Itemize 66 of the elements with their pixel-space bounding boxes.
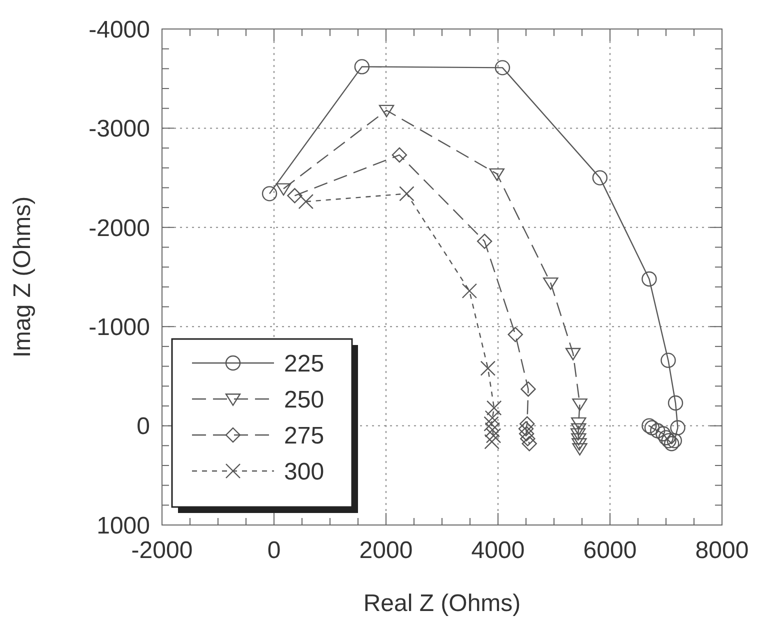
point [666, 433, 682, 448]
point [262, 186, 278, 202]
point [660, 352, 676, 368]
point [572, 443, 588, 456]
point [570, 428, 586, 441]
x-tick-label: 0 [267, 537, 281, 564]
x-tick-label: 8000 [695, 537, 749, 564]
point [489, 168, 504, 181]
legend-label: 275 [284, 422, 324, 450]
y-tick-label: -2000 [88, 214, 150, 242]
point [664, 436, 680, 452]
x-tick-label: 4000 [471, 537, 525, 564]
point [486, 428, 502, 444]
point [484, 422, 500, 438]
point [399, 186, 414, 202]
point [287, 188, 302, 204]
y-tick-label: -3000 [88, 116, 150, 143]
point [571, 423, 586, 436]
point [518, 426, 534, 442]
legend-label: 225 [284, 350, 324, 378]
point [276, 183, 292, 196]
point [650, 423, 666, 438]
point [670, 420, 686, 436]
point [572, 398, 588, 411]
y-tick-label: -1000 [88, 314, 150, 341]
legend-label: 250 [284, 386, 324, 414]
point [484, 410, 500, 426]
point [476, 234, 492, 249]
point [571, 417, 586, 430]
point [592, 170, 608, 186]
x-axis-title: Real Z (Ohms) [363, 590, 521, 617]
point [462, 283, 478, 298]
y-axis-title: Imag Z (Ohms) [9, 196, 36, 358]
point [484, 416, 499, 432]
point [642, 418, 657, 434]
x-tick-label: 2000 [359, 537, 413, 564]
point [571, 433, 586, 446]
point [644, 420, 660, 436]
point [572, 438, 587, 451]
point [520, 431, 536, 446]
point [354, 59, 370, 74]
point [642, 271, 657, 287]
point [565, 348, 581, 360]
y-tick-label: 1000 [96, 512, 150, 540]
point [520, 416, 535, 432]
y-tick-label: -4000 [88, 16, 150, 44]
point [508, 326, 523, 342]
point [486, 400, 502, 416]
point [520, 381, 536, 397]
x-tick-label: 6000 [583, 537, 637, 564]
point [494, 60, 510, 76]
point [658, 430, 674, 446]
point [522, 436, 537, 452]
point [543, 277, 558, 290]
legend-label: 300 [284, 458, 324, 486]
point [392, 147, 408, 163]
x-tick-label: -2000 [131, 537, 193, 564]
point [484, 434, 500, 450]
point [298, 194, 314, 210]
point [378, 104, 394, 118]
point [518, 421, 534, 436]
y-tick-label: 0 [136, 413, 150, 440]
point [668, 395, 684, 411]
point [656, 426, 671, 442]
point [661, 433, 676, 448]
point [480, 360, 496, 376]
